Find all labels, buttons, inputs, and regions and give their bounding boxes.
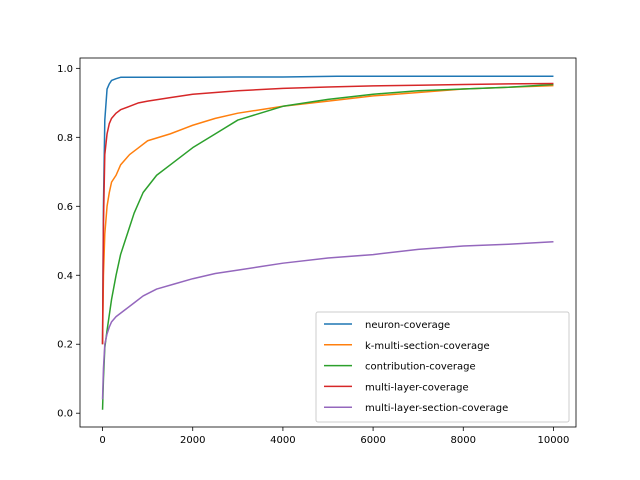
x-tick-label: 10000	[538, 435, 570, 446]
y-tick-label: 0.4	[57, 271, 73, 282]
legend-label: contribution-coverage	[365, 362, 476, 373]
x-tick-label: 0	[99, 435, 105, 446]
series-line-4	[101, 241, 554, 400]
legend-label: neuron-coverage	[365, 320, 450, 331]
y-tick-label: 1.0	[57, 64, 73, 75]
x-tick-label: 2000	[180, 435, 205, 446]
y-axis: 0.0 0.2 0.4 0.6 0.8 1.0	[57, 64, 80, 420]
series-line-2	[101, 83, 554, 410]
y-tick-label: 0.2	[57, 340, 73, 351]
y-tick-label: 0.0	[57, 409, 73, 420]
plot-lines	[101, 75, 554, 410]
legend-label: k-multi-section-coverage	[365, 341, 490, 352]
x-tick-label: 8000	[451, 435, 476, 446]
legend-label: multi-layer-section-coverage	[365, 403, 508, 414]
x-tick-label: 4000	[270, 435, 295, 446]
x-tick-label: 6000	[360, 435, 385, 446]
y-tick-label: 0.6	[57, 202, 73, 213]
y-tick-label: 0.8	[57, 133, 73, 144]
series-line-0	[101, 75, 554, 345]
x-axis: 0 2000 4000 6000 8000 10000	[99, 427, 569, 446]
series-line-3	[101, 82, 554, 345]
series-line-1	[101, 84, 554, 345]
legend-label: multi-layer-coverage	[365, 382, 469, 393]
legend: neuron-coverage k-multi-section-coverage c…	[315, 311, 570, 423]
plot-frame	[79, 57, 577, 428]
legend-box	[315, 311, 570, 423]
